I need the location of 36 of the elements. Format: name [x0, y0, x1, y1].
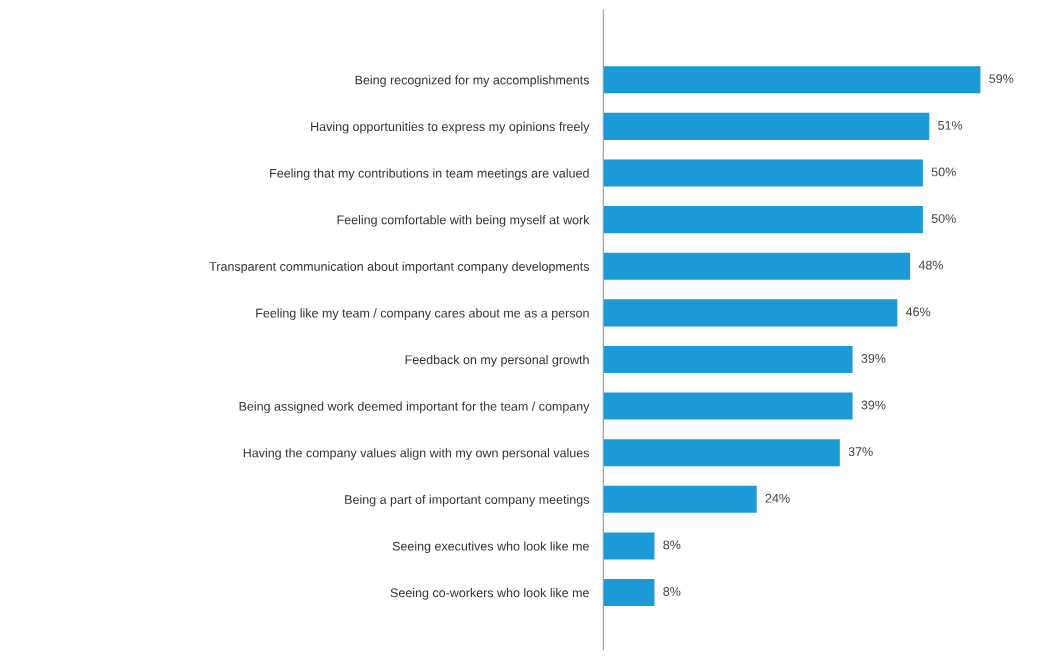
y-tick-label: Having the company values align with my own personal values — [243, 448, 589, 460]
y-tick-label: Seeing executives who look like me — [392, 541, 589, 554]
bar — [603, 485, 757, 513]
bar — [603, 439, 840, 467]
y-tick-label: Feeling like my team / company cares about me as a person — [256, 308, 589, 320]
bar — [603, 299, 898, 327]
bar — [603, 159, 923, 187]
y-tick-label: Having opportunities to express my opinions freely — [311, 121, 590, 134]
bar — [603, 579, 655, 607]
data-label: 8% — [663, 540, 681, 550]
bar — [603, 532, 655, 560]
y-tick-label: Being assigned work deemed important for the team / company — [239, 401, 590, 414]
y-tick-label: Being a part of important company meetings — [345, 494, 589, 507]
data-label: 39% — [861, 400, 886, 410]
data-label: 51% — [938, 120, 963, 130]
y-tick-label: Being recognized for my accomplishments — [355, 75, 589, 87]
bar — [603, 345, 853, 373]
data-label: 50% — [931, 167, 956, 177]
y-tick-label: Transparent communication about important company developments — [209, 261, 590, 274]
y-tick-label: Feeling comfortable with being myself at work — [337, 215, 590, 227]
data-label: 50% — [931, 214, 956, 223]
y-tick-label: Seeing co-workers who look like me — [390, 588, 589, 600]
data-label: 48% — [918, 260, 944, 270]
bar — [603, 206, 923, 234]
data-label: 59% — [989, 74, 1014, 84]
bar — [603, 252, 911, 280]
data-label: 37% — [848, 447, 873, 457]
bar — [603, 66, 981, 94]
y-tick-label: Feeling that my contributions in team meetings are valued — [270, 168, 589, 181]
data-label: 8% — [663, 587, 681, 596]
data-label: 24% — [765, 493, 790, 503]
data-label: 46% — [905, 307, 931, 317]
bar — [603, 112, 930, 140]
y-tick-label: Feedback on my personal growth — [405, 354, 589, 367]
data-label: 39% — [861, 353, 886, 363]
bar — [603, 392, 853, 420]
